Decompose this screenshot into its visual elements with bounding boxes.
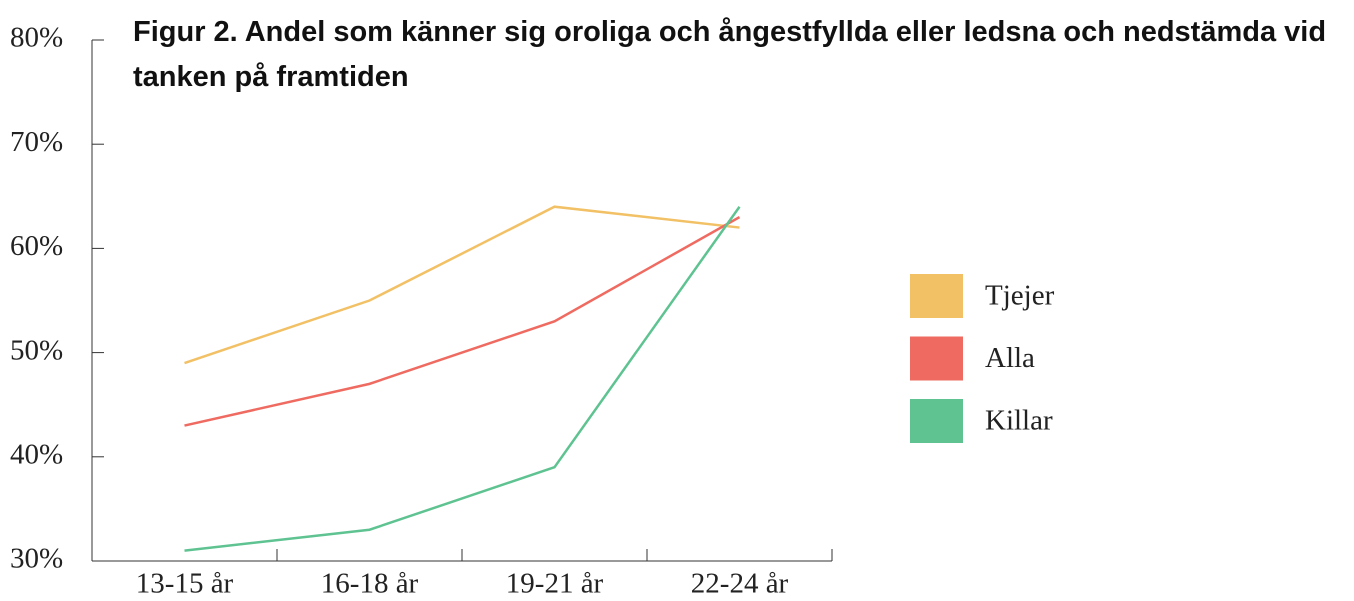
x-tick-label: 13-15 år xyxy=(136,568,234,600)
y-tick-label: 40% xyxy=(10,438,63,470)
legend-swatch xyxy=(910,274,963,318)
y-tick-label: 50% xyxy=(10,334,63,366)
legend-swatch xyxy=(910,336,963,381)
line-series xyxy=(184,205,740,365)
legend-label: Killar xyxy=(985,405,1053,437)
chart-title: Figur 2. Andel som känner sig oroliga oc… xyxy=(133,16,1327,93)
x-tick-label: 22-24 år xyxy=(691,568,789,600)
y-tick-label: 70% xyxy=(10,126,63,158)
legend-label: Tjejer xyxy=(985,280,1055,312)
legend-label: Alla xyxy=(985,342,1035,374)
line-series xyxy=(184,216,741,427)
x-tick-label: 16-18 år xyxy=(321,568,419,600)
x-tick-label: 19-21 år xyxy=(506,568,604,600)
line-series xyxy=(184,205,741,552)
y-tick-label: 30% xyxy=(10,543,63,575)
legend-swatch xyxy=(910,399,963,443)
y-tick-label: 60% xyxy=(10,230,63,262)
y-tick-label: 80% xyxy=(10,22,63,54)
